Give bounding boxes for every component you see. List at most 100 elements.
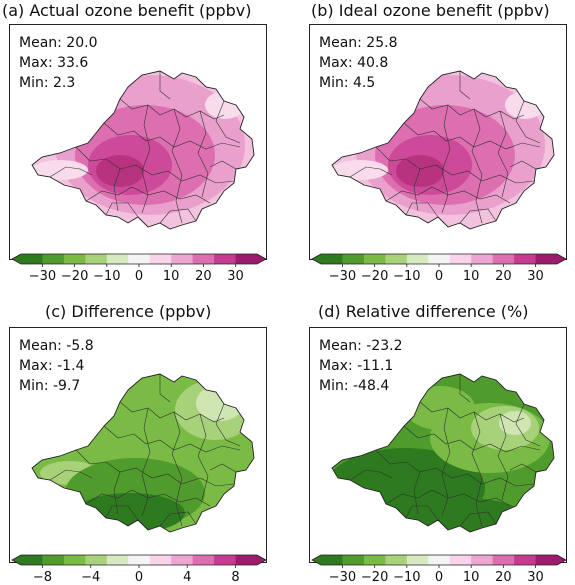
county-border	[105, 505, 139, 521]
county-border	[75, 449, 235, 487]
colorbar-min-arrow	[12, 254, 21, 264]
colorbar-swatch	[492, 555, 515, 565]
panel-d-colorbar: −30 −20 −10 0 10 20 30	[311, 554, 567, 585]
colorbar-tick-label: −30	[329, 269, 356, 284]
panel-c-stats: Mean: -5.8 Max: -1.4 Min: -9.7	[19, 336, 94, 396]
colorbar-tick-label: −30	[29, 269, 56, 284]
colorbar-swatch	[106, 555, 129, 565]
colorbar-max-arrow	[557, 254, 566, 264]
colorbar-swatch	[149, 254, 172, 264]
colorbar-tick-label: −20	[361, 570, 388, 585]
county-border	[375, 146, 535, 184]
colorbar-swatch	[428, 254, 451, 264]
county-border	[497, 413, 509, 501]
colorbar-tick-label: 0	[135, 269, 143, 284]
region-outline	[31, 373, 255, 533]
county-border	[405, 202, 439, 218]
colorbar-swatch	[385, 555, 408, 565]
panel-d-max: Max: -11.1	[319, 358, 394, 374]
panel-a-map: Mean: 20.0 Max: 33.6 Min: 2.3	[9, 24, 267, 260]
colorbar-swatch	[321, 555, 343, 565]
colorbar-swatch	[42, 555, 65, 565]
county-border	[141, 407, 151, 517]
county-border	[403, 122, 541, 150]
county-border	[159, 511, 197, 527]
colorbar-max-arrow	[257, 254, 266, 264]
colorbar-swatch	[128, 555, 151, 565]
colorbar-swatch	[535, 254, 558, 264]
panel-b-mean: Mean: 25.8	[319, 35, 398, 51]
colorbar-outline	[311, 253, 567, 265]
region-outline	[331, 373, 555, 533]
panel-c-map: Mean: -5.8 Max: -1.4 Min: -9.7	[9, 327, 267, 563]
panel-c-title: (c) Difference (ppbv)	[45, 302, 212, 321]
panel-c-max: Max: -1.4	[19, 358, 85, 374]
colorbar-min-arrow	[312, 555, 321, 565]
colorbar-swatch	[321, 254, 343, 264]
county-border	[375, 449, 535, 487]
panel-a-stats: Mean: 20.0 Max: 33.6 Min: 2.3	[19, 33, 97, 93]
colorbar-max-arrow	[257, 555, 266, 565]
colorbar-swatch	[171, 555, 193, 565]
field-blob	[405, 386, 475, 430]
field-blob	[505, 91, 545, 119]
colorbar-swatch	[471, 254, 493, 264]
colorbar-min-arrow	[12, 555, 21, 565]
colorbar-max-arrow	[557, 555, 566, 565]
region-outline	[31, 70, 255, 230]
colorbar-min-arrow	[312, 254, 321, 264]
colorbar-tick-label: 0	[435, 570, 443, 585]
colorbar-tick-label: −20	[61, 269, 88, 284]
colorbar-tick-label: 8	[231, 570, 239, 585]
colorbar-tick-label: 20	[195, 269, 212, 284]
panel-b-colorbar: −30 −20 −10 0 10 20 30	[311, 253, 567, 284]
colorbar-tick-label: 10	[463, 570, 480, 585]
panel-a-colorbar: −30 −20 −10 0 10 20 30	[11, 253, 267, 284]
panel-d-stats: Mean: -23.2 Max: -11.1 Min: -48.4	[319, 336, 403, 396]
field-blob	[75, 493, 185, 532]
county-border	[209, 463, 237, 473]
field-blob	[396, 155, 444, 187]
colorbar-swatch	[235, 254, 258, 264]
panel-b-min: Min: 4.5	[319, 75, 376, 91]
county-border	[103, 425, 241, 453]
county-border	[349, 166, 393, 178]
county-border	[459, 208, 497, 224]
county-border	[159, 374, 171, 403]
colorbar-tick-label: −10	[393, 570, 420, 585]
county-border	[509, 160, 537, 170]
colorbar-swatch	[449, 254, 472, 264]
county-border	[441, 104, 451, 214]
county-border	[197, 110, 209, 198]
panel-c-region-map	[31, 373, 255, 533]
county-border	[141, 104, 151, 214]
county-border	[75, 146, 235, 184]
panel-d-region-map	[331, 373, 555, 533]
colorbar-swatch	[492, 254, 515, 264]
county-border	[171, 108, 183, 224]
panel-a-mean: Mean: 20.0	[19, 35, 98, 51]
colorbar-swatch	[514, 254, 536, 264]
county-border	[515, 100, 541, 144]
panel-c-mean: Mean: -5.8	[19, 338, 94, 354]
colorbar-swatch	[449, 555, 472, 565]
colorbar-tick-label: 4	[183, 570, 191, 585]
panel-b-max: Max: 40.8	[319, 55, 389, 71]
colorbar-swatch	[85, 254, 108, 264]
panel-b-region-map	[331, 70, 555, 230]
county-border	[215, 100, 241, 144]
colorbar-swatch	[363, 555, 386, 565]
county-border	[215, 403, 241, 447]
colorbar-tick-label: 20	[495, 570, 512, 585]
county-border	[405, 505, 439, 521]
colorbar-swatch	[214, 254, 236, 264]
colorbar-tick-label: −20	[361, 269, 388, 284]
county-border	[471, 108, 483, 224]
panel-a-max: Max: 33.6	[19, 55, 89, 71]
panel-a-field	[32, 71, 254, 229]
field-blob	[96, 155, 144, 187]
field-blob	[499, 411, 531, 435]
colorbar-tick-label: 10	[163, 269, 180, 284]
county-border	[459, 374, 471, 403]
colorbar-outline	[11, 554, 267, 566]
